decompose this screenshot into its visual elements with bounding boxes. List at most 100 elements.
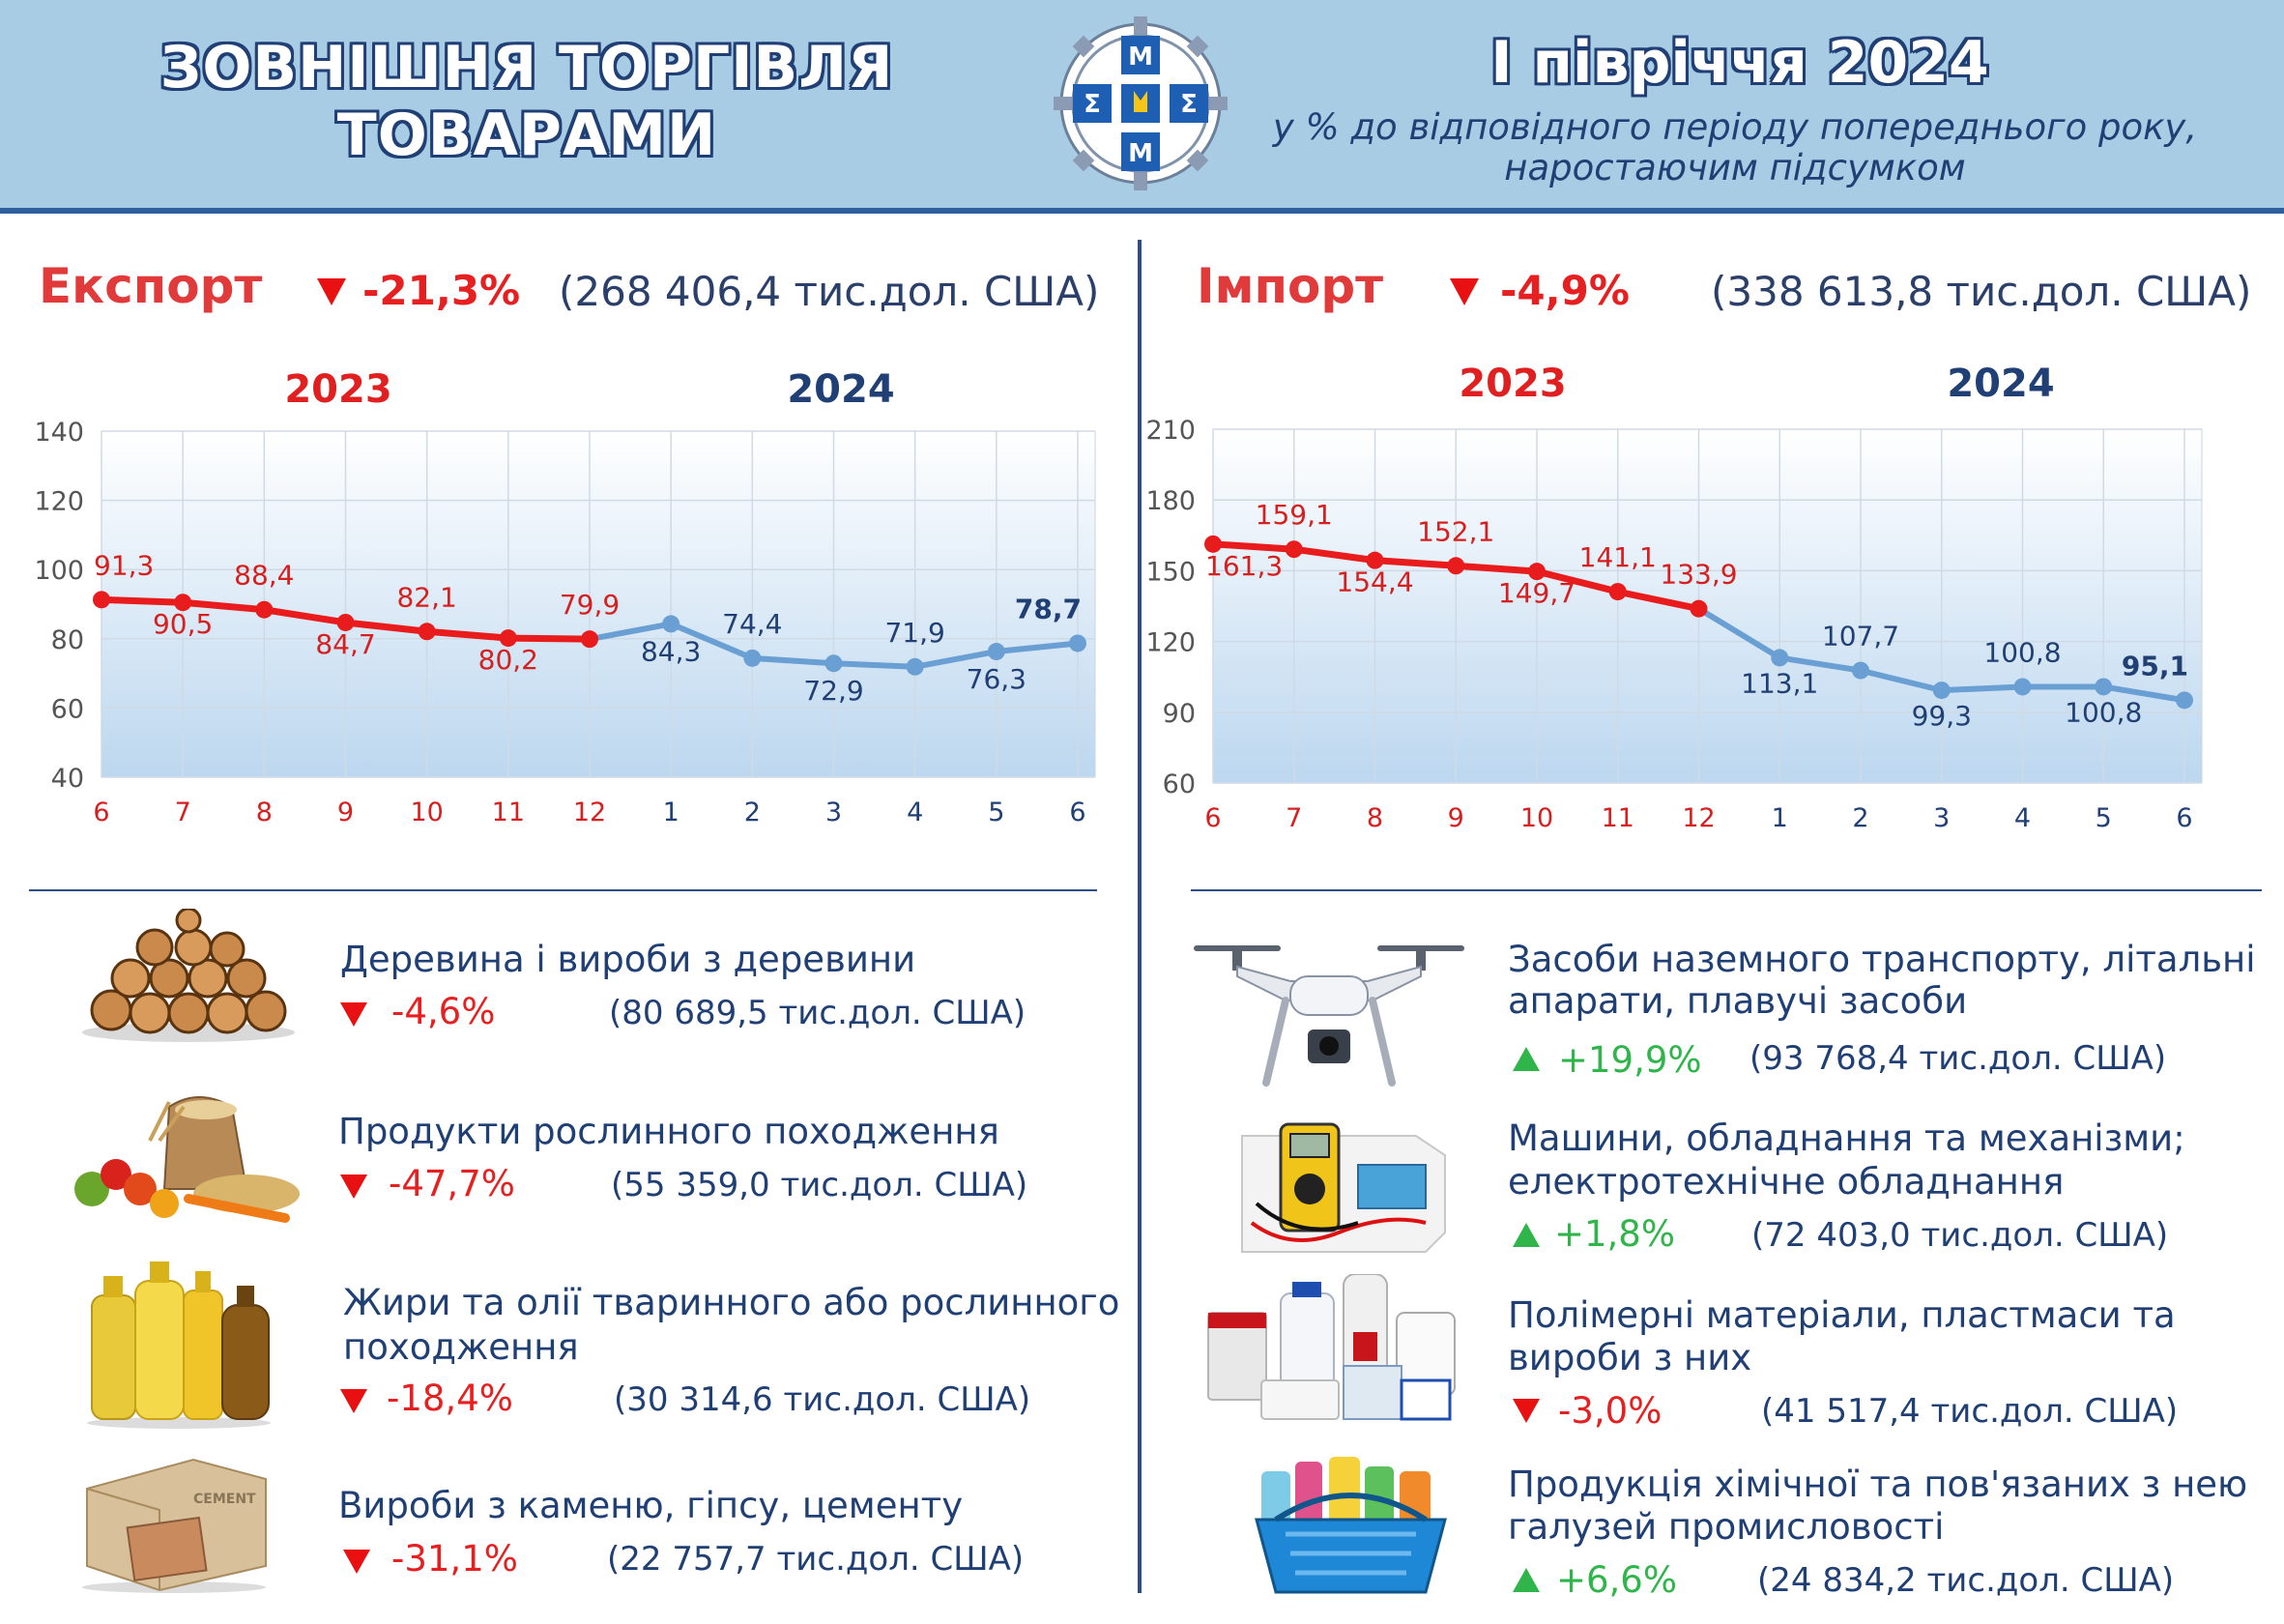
cement-bags-icon: CEMENT <box>77 1450 271 1595</box>
x-tick-label: 10 <box>1520 803 1553 833</box>
import-separator <box>1191 889 2262 891</box>
year-label: 2023 <box>1459 362 1566 406</box>
export-category-amount: (30 314,6 тис.дол. США) <box>614 1380 1031 1419</box>
x-tick-label: 3 <box>825 798 842 827</box>
series-2023-point <box>1366 551 1384 569</box>
x-tick-label: 9 <box>1448 803 1464 833</box>
data-label: 78,7 <box>1015 593 1082 624</box>
x-tick-label: 1 <box>663 798 679 827</box>
export-category-change: -47,7% <box>389 1163 515 1204</box>
data-label: 154,4 <box>1336 566 1413 598</box>
drone-icon <box>1194 928 1464 1092</box>
svg-text:M: M <box>1128 43 1153 72</box>
y-tick-label: 80 <box>51 625 84 655</box>
x-tick-label: 2 <box>1852 803 1868 833</box>
x-tick-label: 8 <box>256 798 273 827</box>
series-2023-point <box>1690 599 1708 618</box>
data-label: 90,5 <box>153 608 213 640</box>
y-tick-label: 210 <box>1145 416 1196 446</box>
x-tick-label: 7 <box>1286 803 1302 833</box>
firewood-icon <box>72 907 304 1044</box>
series-2023-point <box>418 623 436 641</box>
y-tick-label: 120 <box>1145 628 1196 658</box>
series-2023-point <box>1447 557 1465 575</box>
x-tick-label: 6 <box>1204 803 1221 833</box>
increase-triangle-icon <box>1513 1223 1540 1247</box>
series-2024-point <box>987 643 1005 661</box>
import-category-title-line1: Машини, обладнання та механізми; <box>1508 1117 2185 1159</box>
decrease-triangle-icon <box>343 1550 370 1574</box>
data-label: 71,9 <box>884 617 944 649</box>
export-category-change: -31,1% <box>391 1538 518 1580</box>
x-tick-label: 9 <box>337 798 354 827</box>
data-label: 107,7 <box>1822 621 1899 652</box>
x-tick-label: 11 <box>492 798 525 827</box>
data-label: 141,1 <box>1579 541 1657 573</box>
data-label: 74,4 <box>722 608 782 640</box>
series-2023-point <box>1527 563 1546 581</box>
vegetables-grain-icon <box>53 1083 304 1228</box>
data-label: 149,7 <box>1498 577 1576 609</box>
series-2023-point <box>1204 535 1222 553</box>
series-2023-point <box>580 630 598 649</box>
x-tick-label: 4 <box>907 798 923 827</box>
data-label: 159,1 <box>1256 499 1333 531</box>
data-label: 88,4 <box>234 560 294 592</box>
subtitle-line2: наростаючим підсумком <box>1504 147 1966 188</box>
x-tick-label: 12 <box>573 798 606 827</box>
x-tick-label: 2 <box>744 798 761 827</box>
svg-text:Σ: Σ <box>1180 90 1198 119</box>
x-tick-label: 3 <box>1933 803 1950 833</box>
statistics-service-logo: M M Σ Σ <box>1049 12 1232 195</box>
x-tick-label: 6 <box>2176 803 2192 833</box>
import-category-title-line1: Продукція хімічної та пов'язаних з нею <box>1508 1464 2248 1505</box>
export-category-title: Продукти рослинного походження <box>338 1111 999 1152</box>
export-title: Експорт <box>39 258 263 314</box>
import-title: Імпорт <box>1197 258 1384 314</box>
increase-triangle-icon <box>1513 1047 1540 1071</box>
export-category-amount: (80 689,5 тис.дол. США) <box>609 994 1026 1032</box>
export-category-title-line1: Жири та олії тваринного або рослинного <box>343 1282 1120 1323</box>
export-category-title-line2: походження <box>343 1326 579 1368</box>
cement-label: CEMENT <box>193 1492 256 1507</box>
import-category-title-line1: Полімерні матеріали, пластмаси та <box>1508 1294 2176 1336</box>
y-tick-label: 150 <box>1145 557 1196 587</box>
cleaning-products-icon <box>1247 1452 1455 1607</box>
period-title: І півріччя 2024 <box>1490 29 1989 97</box>
import-change: -4,9% <box>1500 267 1630 314</box>
series-2024-point <box>1068 634 1086 652</box>
x-tick-label: 12 <box>1682 803 1715 833</box>
series-2024-point <box>906 657 924 676</box>
x-tick-label: 7 <box>175 798 191 827</box>
series-2024-point <box>2013 678 2032 696</box>
header-rule <box>0 208 2284 214</box>
multimeter-icon <box>1232 1116 1455 1262</box>
y-tick-label: 60 <box>51 694 84 724</box>
data-label: 95,1 <box>2122 650 2188 682</box>
data-label: 91,3 <box>94 549 154 581</box>
series-2023-point <box>1608 583 1627 601</box>
x-tick-label: 5 <box>2096 803 2112 833</box>
series-2023-point <box>336 613 355 631</box>
data-label: 79,9 <box>560 589 620 621</box>
x-tick-label: 8 <box>1367 803 1383 833</box>
export-change: -21,3% <box>362 267 521 314</box>
y-tick-label: 180 <box>1145 486 1196 516</box>
decrease-triangle-icon <box>340 1174 367 1199</box>
page-title-line2: ТОВАРАМИ <box>336 102 717 169</box>
series-2024-point <box>662 615 680 633</box>
export-separator <box>29 889 1097 891</box>
data-label: 161,3 <box>1205 550 1283 582</box>
import-amount: (338 613,8 тис.дол. США) <box>1711 268 2252 315</box>
decrease-triangle-icon <box>1450 278 1479 305</box>
series-2023-point <box>93 591 110 609</box>
series-2024-point <box>2175 691 2193 710</box>
y-tick-label: 140 <box>34 418 84 448</box>
import-category-title-line2: апарати, плавучі засоби <box>1508 980 1968 1022</box>
series-2024-point <box>1851 661 1869 680</box>
year-label: 2023 <box>284 367 391 412</box>
y-tick-label: 90 <box>1163 699 1196 729</box>
x-tick-label: 6 <box>93 798 109 827</box>
export-category-change: -18,4% <box>387 1378 513 1419</box>
